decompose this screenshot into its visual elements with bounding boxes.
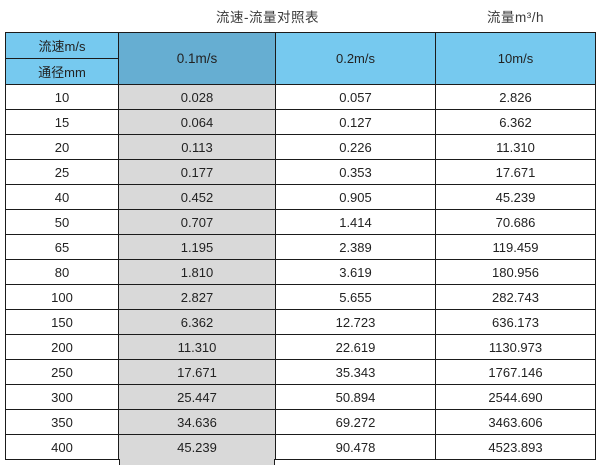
value-cell-0.2ms: 0.057 — [275, 84, 436, 110]
gray-column-tail — [119, 459, 275, 465]
diameter-cell: 250 — [5, 359, 119, 385]
diameter-cell: 150 — [5, 309, 119, 335]
value-cell-10ms: 4523.893 — [435, 434, 596, 460]
value-cell-10ms: 17.671 — [435, 159, 596, 185]
value-cell-10ms: 636.173 — [435, 309, 596, 335]
value-cell-0.1ms: 0.064 — [118, 109, 276, 135]
value-cell-10ms: 1767.146 — [435, 359, 596, 385]
table-header: 流速m/s 0.1m/s 0.2m/s 10m/s 通径mm — [5, 32, 596, 85]
table-row: 100 2.827 5.655 282.743 — [5, 284, 596, 310]
value-cell-0.2ms: 5.655 — [275, 284, 436, 310]
value-cell-0.1ms: 1.810 — [118, 259, 276, 285]
column-header-0.1ms: 0.1m/s — [118, 32, 276, 85]
table-body: 10 0.028 0.057 2.826 15 0.064 0.127 6.362 20 0.11… — [5, 84, 596, 460]
corner-cell-diameter: 通径mm — [5, 58, 119, 85]
value-cell-0.2ms: 0.905 — [275, 184, 436, 210]
table-row: 400 45.239 90.478 4523.893 — [5, 434, 596, 460]
value-cell-10ms: 2544.690 — [435, 384, 596, 410]
value-cell-10ms: 70.686 — [435, 209, 596, 235]
value-cell-10ms: 45.239 — [435, 184, 596, 210]
table-row: 25 0.177 0.353 17.671 — [5, 159, 596, 185]
diameter-cell: 40 — [5, 184, 119, 210]
value-cell-0.2ms: 12.723 — [275, 309, 436, 335]
value-cell-0.1ms: 34.636 — [118, 409, 276, 435]
value-cell-0.1ms: 0.452 — [118, 184, 276, 210]
value-cell-0.1ms: 0.028 — [118, 84, 276, 110]
table-row: 150 6.362 12.723 636.173 — [5, 309, 596, 335]
value-cell-0.2ms: 50.894 — [275, 384, 436, 410]
value-cell-0.2ms: 1.414 — [275, 209, 436, 235]
value-cell-0.1ms: 0.113 — [118, 134, 276, 160]
table-row: 80 1.810 3.619 180.956 — [5, 259, 596, 285]
value-cell-0.1ms: 45.239 — [118, 434, 276, 460]
diameter-cell: 65 — [5, 234, 119, 260]
table-row: 15 0.064 0.127 6.362 — [5, 109, 596, 135]
diameter-cell: 80 — [5, 259, 119, 285]
table-row: 10 0.028 0.057 2.826 — [5, 84, 596, 110]
value-cell-0.2ms: 90.478 — [275, 434, 436, 460]
diameter-cell: 15 — [5, 109, 119, 135]
table-row: 65 1.195 2.389 119.459 — [5, 234, 596, 260]
corner-cell-flow-speed: 流速m/s — [5, 32, 119, 59]
page-title: 流速-流量对照表 — [216, 10, 319, 25]
flow-rate-table: 流速m/s 0.1m/s 0.2m/s 10m/s 通径mm 10 0.028 0.… — [5, 32, 596, 460]
diameter-cell: 20 — [5, 134, 119, 160]
value-cell-0.2ms: 0.226 — [275, 134, 436, 160]
diameter-cell: 400 — [5, 434, 119, 460]
value-cell-0.1ms: 6.362 — [118, 309, 276, 335]
value-cell-0.1ms: 11.310 — [118, 334, 276, 360]
value-cell-10ms: 282.743 — [435, 284, 596, 310]
diameter-cell: 200 — [5, 334, 119, 360]
table-row: 40 0.452 0.905 45.239 — [5, 184, 596, 210]
table-row: 350 34.636 69.272 3463.606 — [5, 409, 596, 435]
value-cell-10ms: 180.956 — [435, 259, 596, 285]
value-cell-0.1ms: 25.447 — [118, 384, 276, 410]
table-row: 250 17.671 35.343 1767.146 — [5, 359, 596, 385]
table-row: 50 0.707 1.414 70.686 — [5, 209, 596, 235]
diameter-cell: 10 — [5, 84, 119, 110]
table-row: 300 25.447 50.894 2544.690 — [5, 384, 596, 410]
value-cell-10ms: 2.826 — [435, 84, 596, 110]
table-row: 200 11.310 22.619 1130.973 — [5, 334, 596, 360]
table-row: 20 0.113 0.226 11.310 — [5, 134, 596, 160]
column-header-10ms: 10m/s — [435, 32, 596, 85]
diameter-cell: 350 — [5, 409, 119, 435]
value-cell-0.2ms: 3.619 — [275, 259, 436, 285]
column-header-0.2ms: 0.2m/s — [275, 32, 436, 85]
diameter-cell: 300 — [5, 384, 119, 410]
value-cell-10ms: 3463.606 — [435, 409, 596, 435]
value-cell-10ms: 119.459 — [435, 234, 596, 260]
flow-unit-label: 流量m³/h — [487, 10, 544, 25]
value-cell-0.2ms: 0.353 — [275, 159, 436, 185]
diameter-cell: 100 — [5, 284, 119, 310]
value-cell-0.2ms: 35.343 — [275, 359, 436, 385]
value-cell-0.2ms: 22.619 — [275, 334, 436, 360]
value-cell-10ms: 11.310 — [435, 134, 596, 160]
value-cell-0.2ms: 2.389 — [275, 234, 436, 260]
value-cell-0.1ms: 2.827 — [118, 284, 276, 310]
diameter-cell: 50 — [5, 209, 119, 235]
value-cell-10ms: 6.362 — [435, 109, 596, 135]
value-cell-10ms: 1130.973 — [435, 334, 596, 360]
value-cell-0.1ms: 17.671 — [118, 359, 276, 385]
value-cell-0.1ms: 0.707 — [118, 209, 276, 235]
diameter-cell: 25 — [5, 159, 119, 185]
page-header: 流速-流量对照表 流量m³/h — [0, 4, 600, 26]
value-cell-0.1ms: 0.177 — [118, 159, 276, 185]
value-cell-0.1ms: 1.195 — [118, 234, 276, 260]
value-cell-0.2ms: 0.127 — [275, 109, 436, 135]
value-cell-0.2ms: 69.272 — [275, 409, 436, 435]
